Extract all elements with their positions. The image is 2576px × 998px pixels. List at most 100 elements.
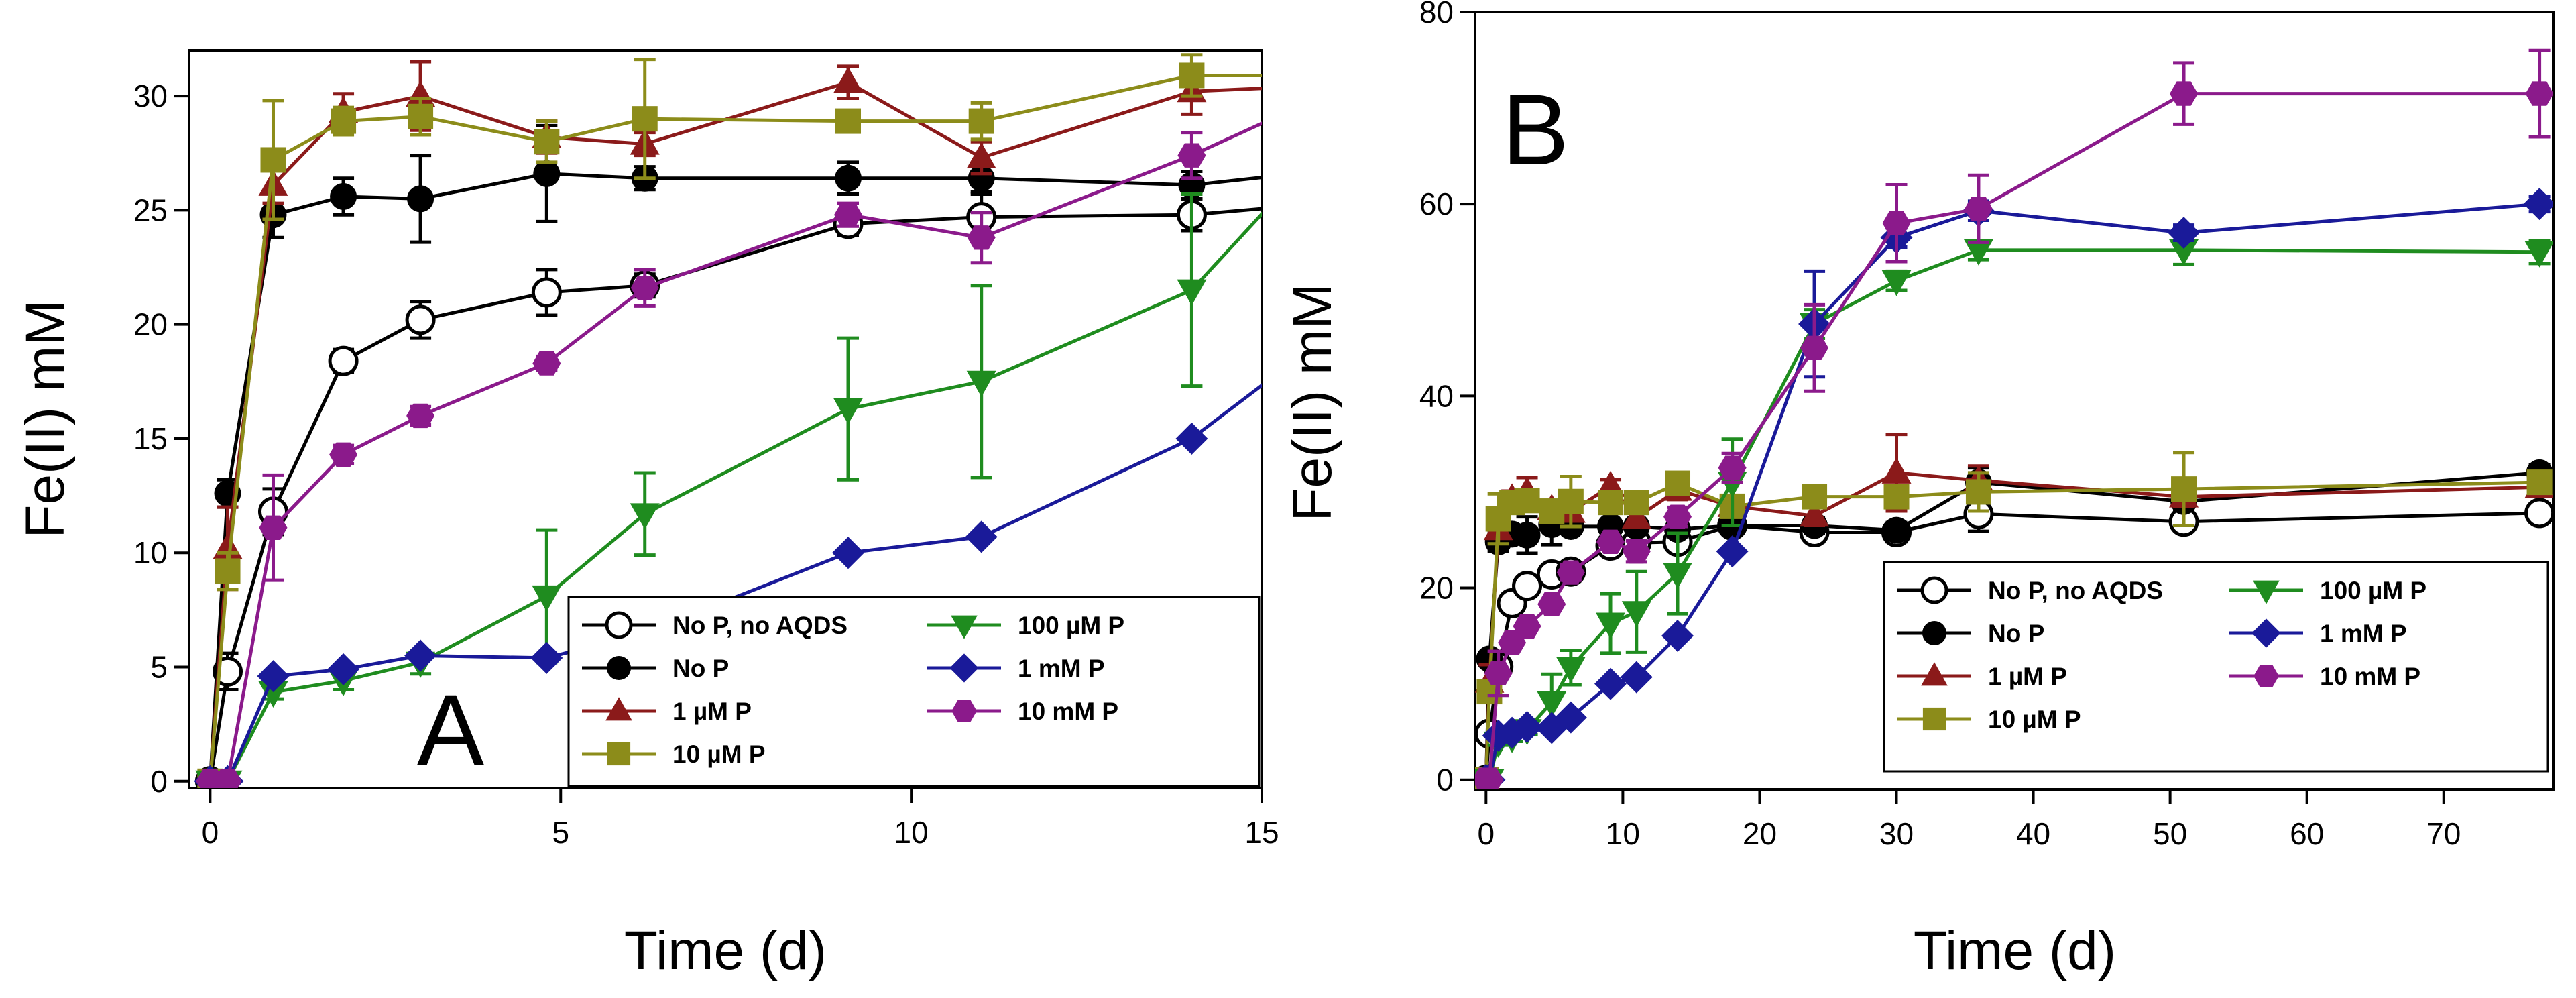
- y-tick-label: 20: [1419, 571, 1454, 606]
- legend: No P, no AQDS No P 1 µM P 10 µM P 100 µM P 1 …: [567, 596, 1261, 787]
- data-point: [605, 611, 633, 639]
- data-point: [1556, 657, 1586, 683]
- legend-item: No P, no AQDS: [1897, 576, 2163, 604]
- data-point: [404, 639, 437, 672]
- x-tick-label: 10: [1606, 816, 1640, 851]
- legend-item: 1 mM P: [2229, 618, 2407, 648]
- x-tick-label: 20: [1743, 816, 1777, 851]
- data-point: [2525, 81, 2553, 106]
- data-point: [967, 225, 996, 250]
- data-point: [835, 164, 862, 192]
- data-point: [951, 615, 978, 639]
- legend-label: 10 mM P: [2320, 663, 2420, 690]
- data-point: [1621, 502, 1651, 529]
- data-point: [1718, 455, 1747, 480]
- data-point: [328, 345, 359, 376]
- plot-frame: [1474, 11, 2555, 791]
- data-point: [968, 108, 994, 134]
- legend-item: 1 mM P: [927, 653, 1105, 683]
- x-tick-label: 0: [1478, 816, 1495, 851]
- y-tick-label: 0: [1436, 763, 1454, 797]
- data-point: [1800, 500, 1830, 527]
- legend-item: No P: [582, 655, 729, 682]
- data-point: [1716, 535, 1749, 568]
- data-point: [1475, 767, 1504, 789]
- data-point: [632, 106, 658, 132]
- data-point: [327, 653, 360, 685]
- data-point: [258, 681, 288, 708]
- data-point: [2169, 239, 2199, 266]
- legend-label: No P: [1988, 620, 2044, 647]
- data-point: [1802, 484, 1828, 510]
- data-point: [966, 142, 996, 169]
- data-point: [1623, 490, 1649, 516]
- x-tick-label: 5: [552, 815, 569, 850]
- data-point: [1965, 479, 1991, 505]
- data-point: [530, 641, 563, 674]
- series-line: [1486, 92, 2540, 782]
- data-point: [1554, 701, 1587, 734]
- x-tick-label: 10: [894, 815, 929, 850]
- legend-label: 10 µM P: [672, 740, 766, 768]
- y-axis-title: Fe(II) mM: [1282, 283, 1343, 521]
- data-point: [968, 164, 995, 192]
- legend-box: [567, 596, 1261, 787]
- data-point: [1663, 563, 1693, 590]
- axis-ticks: 0 10 20 30 40 50 60 70 0 20 40 60 80: [1419, 0, 2461, 851]
- x-tick-label: 40: [2016, 816, 2050, 851]
- data-point: [832, 537, 865, 569]
- data-point: [260, 147, 286, 173]
- data-point: [330, 182, 357, 210]
- x-axis-title: Time (d): [624, 920, 827, 981]
- series-10-mm-p: [1475, 48, 2553, 789]
- y-axis-title: Fe(II) mM: [15, 300, 76, 538]
- data-point: [257, 660, 290, 693]
- data-point: [2168, 217, 2201, 249]
- data-point: [2251, 618, 2281, 648]
- data-point: [1283, 160, 1310, 187]
- data-point: [406, 80, 436, 107]
- y-tick-label: 15: [133, 421, 168, 456]
- data-point: [1800, 335, 1829, 360]
- data-point: [833, 398, 864, 425]
- data-point: [1921, 662, 1948, 686]
- data-point: [1881, 457, 1912, 484]
- data-point: [1883, 484, 1910, 510]
- data-point: [1175, 422, 1208, 455]
- data-point: [1964, 197, 1993, 221]
- data-point: [405, 304, 436, 335]
- data-point: [1922, 621, 1946, 645]
- data-point: [1514, 488, 1540, 514]
- data-point: [1663, 504, 1692, 529]
- data-point: [1665, 470, 1691, 496]
- data-point: [2523, 188, 2553, 221]
- y-tick-label: 5: [150, 650, 168, 685]
- legend-box: [1883, 561, 2549, 773]
- x-tick-label: 70: [2426, 816, 2461, 851]
- x-tick-label: 50: [2153, 816, 2187, 851]
- data-point: [2524, 498, 2553, 529]
- y-tick-label: 10: [133, 535, 168, 570]
- x-tick-label: 15: [1244, 815, 1279, 850]
- data-point: [2170, 81, 2199, 106]
- x-tick-label: 0: [202, 815, 219, 850]
- data-point: [951, 700, 977, 722]
- data-point: [532, 351, 561, 376]
- legend-item: 10 mM P: [927, 698, 1118, 725]
- data-point: [406, 403, 435, 429]
- legend-label: 1 µM P: [1988, 663, 2067, 690]
- data-point: [1177, 279, 1207, 306]
- data-point: [1596, 529, 1625, 555]
- data-point: [1558, 488, 1584, 514]
- legend-item: No P: [1897, 620, 2044, 647]
- data-point: [329, 442, 358, 467]
- data-point: [533, 160, 561, 187]
- legend-label: 1 µM P: [672, 698, 752, 725]
- data-point: [1284, 62, 1309, 88]
- legend-item: 100 µM P: [2229, 577, 2426, 604]
- x-tick-label: 30: [1879, 816, 1914, 851]
- data-point: [331, 108, 357, 134]
- data-point: [1177, 143, 1206, 168]
- data-point: [1484, 661, 1513, 686]
- data-point: [605, 697, 632, 721]
